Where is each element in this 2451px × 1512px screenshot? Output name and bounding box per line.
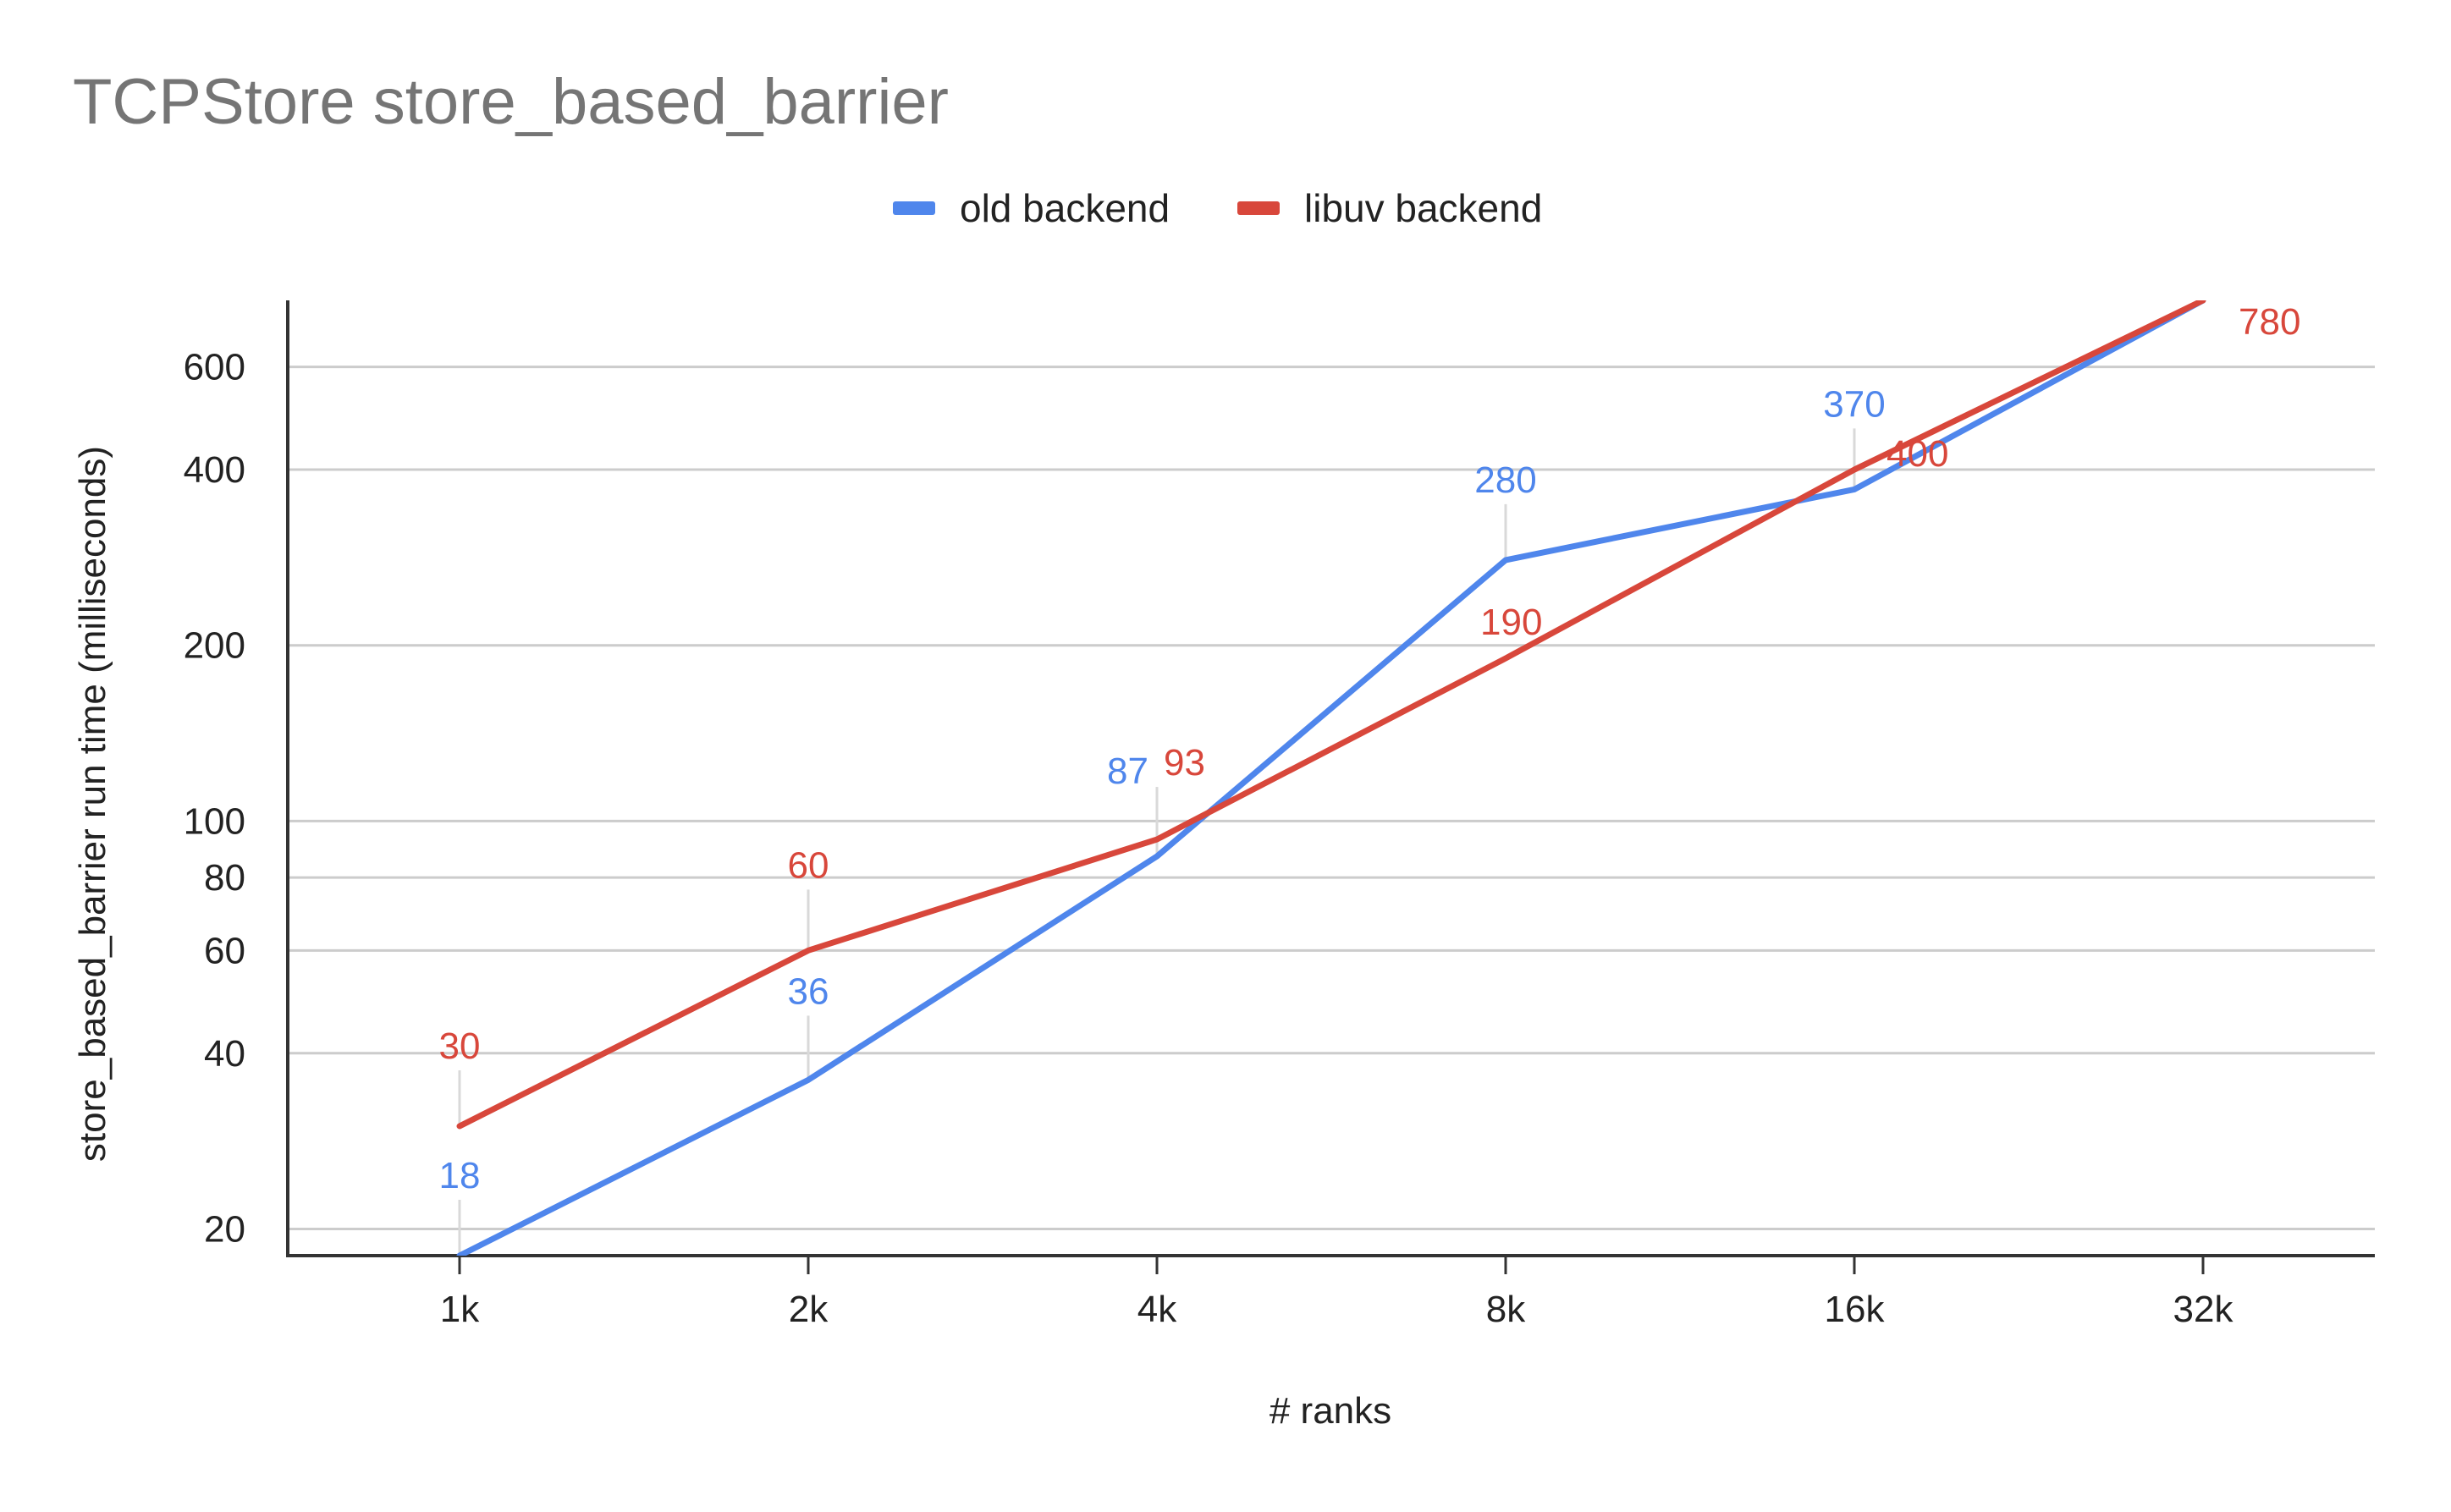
y-tick-label: 60 xyxy=(204,930,245,971)
x-tick-label: 8k xyxy=(1486,1289,1526,1330)
y-tick-label: 100 xyxy=(184,800,245,842)
data-label-old-backend: 370 xyxy=(1823,383,1885,425)
data-label-old-backend: 280 xyxy=(1474,459,1536,501)
y-tick-label: 20 xyxy=(204,1208,245,1250)
legend: old backend libuv backend xyxy=(893,186,1542,230)
legend-swatch-old-backend xyxy=(893,201,935,215)
data-label-old-backend: 18 xyxy=(439,1155,481,1196)
data-label-libuv-backend: 30 xyxy=(439,1025,481,1067)
series-line-libuv-backend xyxy=(456,300,2206,1130)
legend-label-libuv-backend: libuv backend xyxy=(1304,186,1542,230)
series-line-old-backend xyxy=(456,300,2206,1256)
gridlines xyxy=(288,366,2375,1230)
x-tick-label: 32k xyxy=(2173,1289,2234,1330)
data-label-libuv-backend: 93 xyxy=(1164,742,1205,783)
y-tick-label: 40 xyxy=(204,1033,245,1075)
data-labels: 18 36 87 280 370 30 60 93 190 400 780 xyxy=(439,301,2301,1196)
chart-title: TCPStore store_based_barrier xyxy=(73,66,949,138)
x-tick-label: 4k xyxy=(1137,1289,1177,1330)
y-axis-ticks: 20 40 60 80 100 200 400 600 xyxy=(184,347,245,1251)
series xyxy=(456,300,2206,1256)
x-tick-label: 16k xyxy=(1825,1289,1886,1330)
data-label-libuv-backend: 400 xyxy=(1886,433,1948,475)
data-label-libuv-backend: 60 xyxy=(788,844,829,886)
data-label-old-backend: 36 xyxy=(788,970,829,1012)
x-tick-label: 2k xyxy=(789,1289,829,1330)
label-leaders xyxy=(458,428,1856,1256)
x-tick-label: 1k xyxy=(440,1289,480,1330)
y-axis-title: store_based_barrier run time (millisecon… xyxy=(72,446,113,1162)
x-axis-title: # ranks xyxy=(1270,1390,1391,1432)
y-tick-label: 80 xyxy=(204,857,245,899)
y-tick-label: 400 xyxy=(184,449,245,491)
data-label-libuv-backend: 190 xyxy=(1480,602,1542,643)
legend-label-old-backend: old backend xyxy=(960,186,1170,230)
y-tick-label: 600 xyxy=(184,347,245,388)
data-label-old-backend: 87 xyxy=(1107,751,1148,792)
y-tick-label: 200 xyxy=(184,625,245,667)
x-axis-ticks: 1k 2k 4k 8k 16k 32k xyxy=(440,1256,2234,1330)
data-label-libuv-backend: 780 xyxy=(2239,301,2300,343)
legend-swatch-libuv-backend xyxy=(1237,201,1280,215)
